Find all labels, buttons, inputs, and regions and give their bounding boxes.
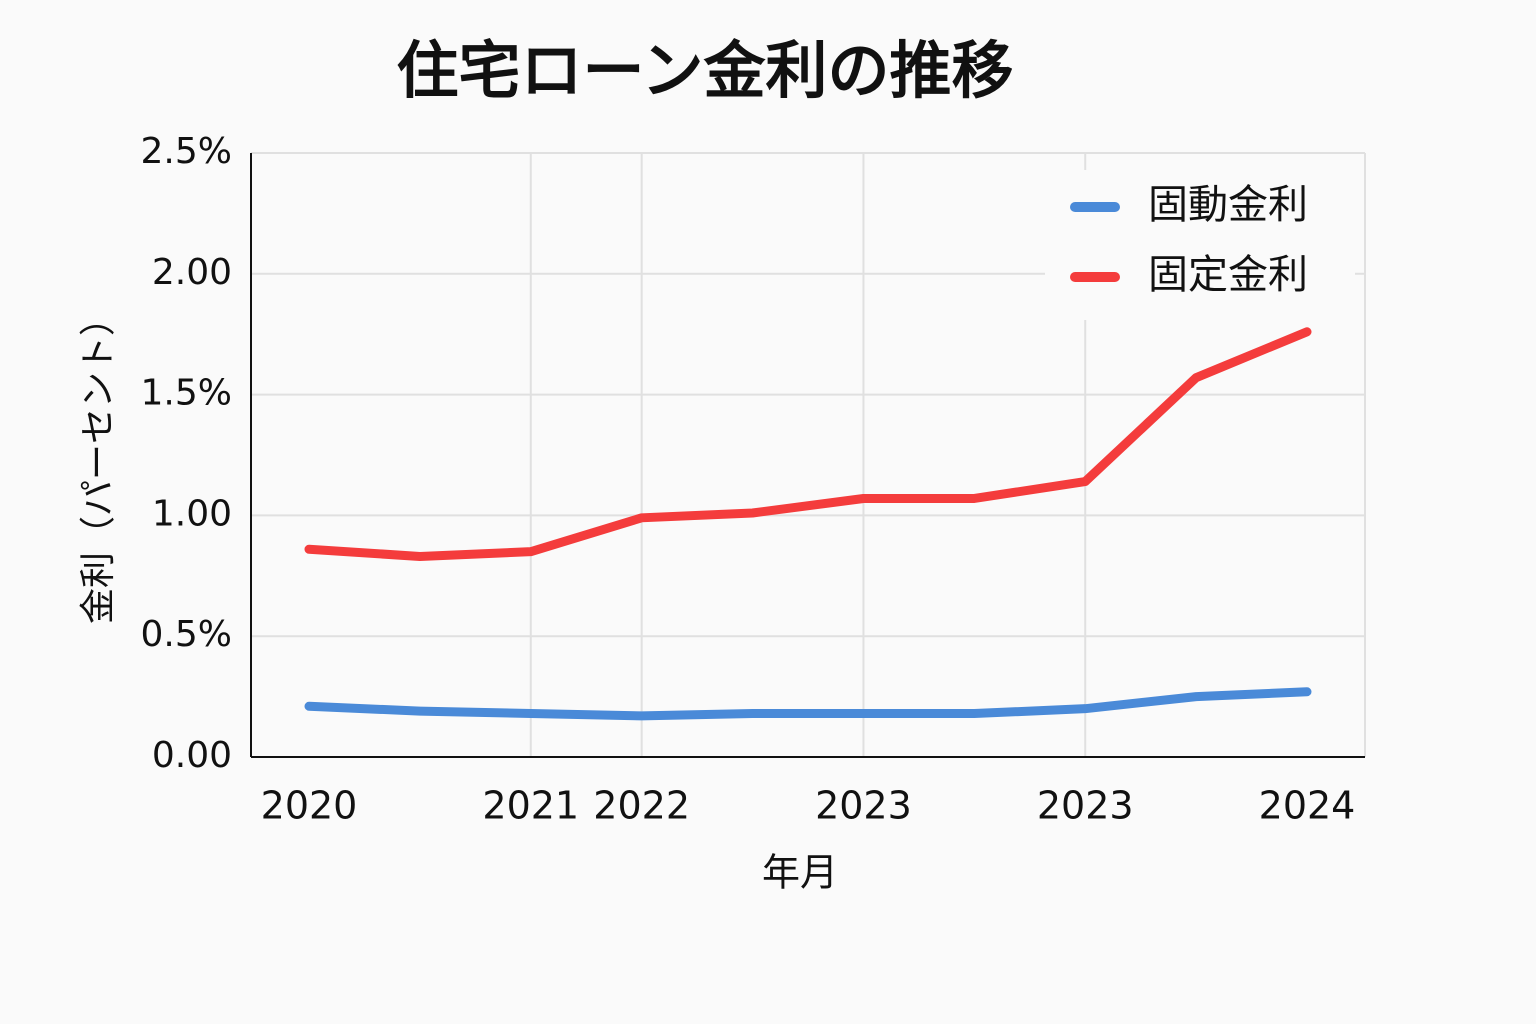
chart-title: 住宅ローン金利の推移 [397,34,1014,107]
y-tick-label: 2.00 [152,252,232,293]
series-line [304,687,1312,721]
legend-box [1045,170,1355,320]
x-tick-label: 2024 [1259,784,1356,828]
y-tick-label: 2.5% [141,131,232,172]
x-tick-label: 2020 [261,784,358,828]
y-tick-label: 0.00 [152,735,232,776]
series-line [304,327,1312,561]
y-tick-label: 1.5% [141,373,232,414]
y-tick-label: 1.00 [152,493,232,534]
x-tick-label: 2022 [593,784,690,828]
y-tick-label: 0.5% [141,614,232,655]
legend-label: 固定金利 [1148,252,1308,298]
legend-label: 固動金利 [1148,182,1308,228]
x-tick-label: 2023 [815,784,912,828]
x-tick-label: 2021 [482,784,579,828]
y-axis-label: 金利（パーセント） [78,300,119,624]
x-axis-label: 年月 [762,851,838,895]
x-tick-label: 2023 [1037,784,1134,828]
